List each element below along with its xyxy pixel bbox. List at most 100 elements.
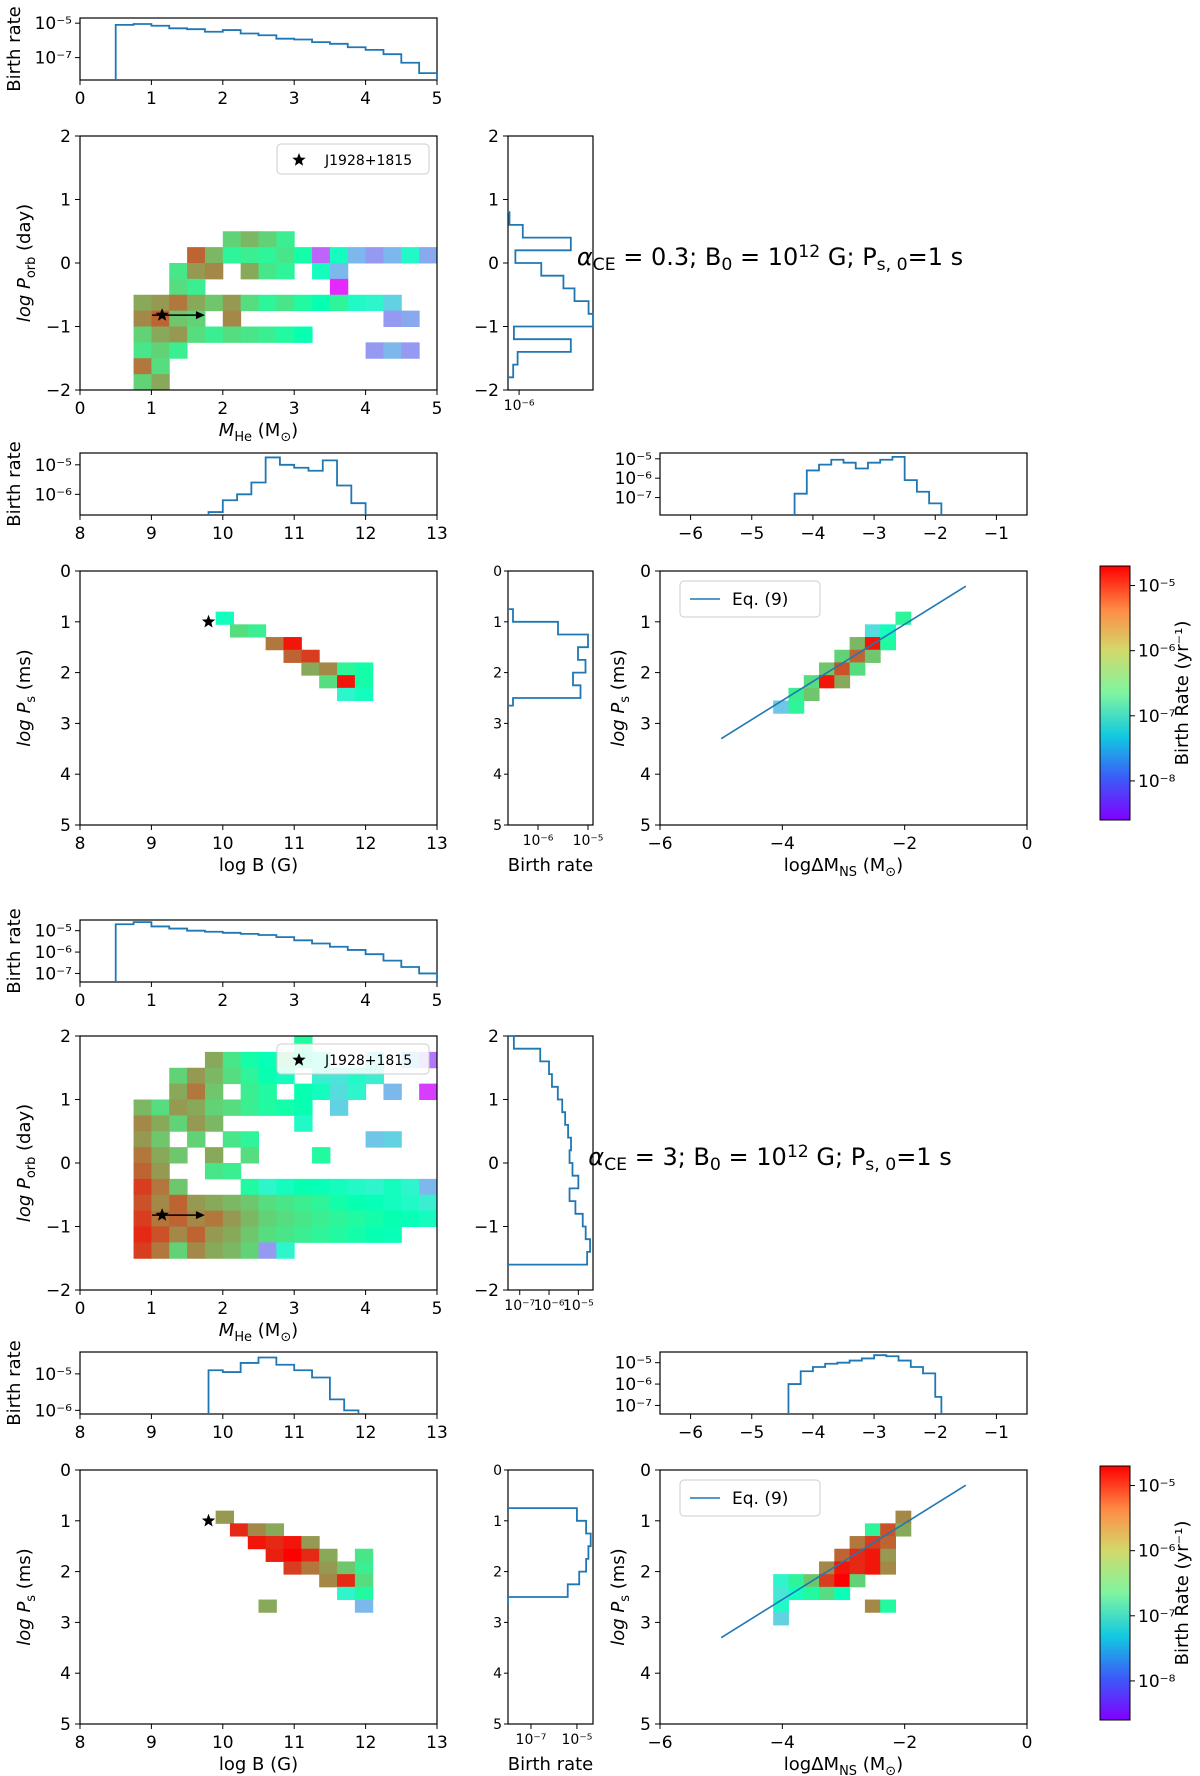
top-porb-xtick-label: 2 <box>217 399 228 419</box>
top-porb-cell <box>204 326 224 343</box>
top-psdm-ytick-label: 3 <box>640 714 651 734</box>
bottom-psb-cell <box>354 1586 374 1601</box>
bottom-porb-cell <box>187 1099 206 1116</box>
bottom-psdm-cell <box>803 1586 820 1601</box>
bottom-b-hist-ylabel: Birth rate <box>4 1340 25 1426</box>
top-dm-hist-xtick-label: −6 <box>678 524 703 544</box>
top-dm-hist-line <box>793 455 943 515</box>
bottom-porb-cell <box>329 1226 349 1243</box>
bottom-dm-hist-xtick-label: −2 <box>923 1423 948 1443</box>
bottom-psb-cell <box>247 1536 267 1550</box>
top-psb-xtick-label: 10 <box>212 834 234 854</box>
top-porb-cell <box>383 247 402 264</box>
top-psdm-ylabel: log Ps (ms) <box>608 649 633 746</box>
bottom-b-hist-xtick-label: 9 <box>146 1423 157 1443</box>
top-porb-cell <box>187 326 206 343</box>
top-ps-hist-xtick-label: 10⁻⁵ <box>573 833 604 849</box>
bottom-psdm-cell <box>819 1586 835 1601</box>
top-porb-cell <box>383 342 402 359</box>
bottom-psdm-cell <box>880 1523 896 1537</box>
bottom-porb-cell <box>133 1194 152 1212</box>
bottom-porb-cell <box>240 1226 259 1243</box>
top-porb-cell <box>329 247 349 264</box>
bottom-porb-cell <box>133 1147 152 1164</box>
top-porb-cell <box>294 247 313 264</box>
bottom-porb-cell <box>258 1099 277 1116</box>
top-porb-star <box>155 308 169 321</box>
top-psdm-cell <box>864 624 881 638</box>
top-psdm-cell <box>773 700 789 714</box>
top-porb-cell <box>133 374 152 391</box>
bottom-porb-cell <box>222 1242 242 1259</box>
bottom-psb-star <box>201 1513 216 1527</box>
bottom-porb-cell <box>347 1178 367 1196</box>
bottom-dm-hist-ytick-label: 10⁻⁶ <box>615 1375 653 1395</box>
bottom-psb-xtick-label: 9 <box>146 1733 157 1753</box>
top-porb-cell <box>169 342 188 359</box>
bottom-psdm-cell <box>773 1574 789 1588</box>
bottom-porb-cell <box>329 1099 349 1116</box>
top-porb-cell <box>222 231 242 248</box>
bottom-porb-cell <box>151 1099 170 1116</box>
bottom-annotation: αCE = 3; B0 = 1012 G; Ps, 0=1 s <box>588 1142 951 1175</box>
bottom-porb-cell <box>240 1067 259 1085</box>
bottom-porb-cell <box>204 1051 224 1069</box>
bottom-porb-cell <box>258 1226 277 1243</box>
top-dm-hist-ytick-label: 10⁻⁷ <box>615 489 653 509</box>
bottom-mhe-hist-ytick-label: 10⁻⁶ <box>35 943 73 963</box>
top-porb-cell <box>329 294 349 312</box>
top-porb-cell <box>187 294 206 312</box>
bottom-psdm-ytick-label: 4 <box>640 1664 651 1684</box>
bottom-psb-ylabel: log Ps (ms) <box>14 1548 39 1645</box>
bottom-psdm-xtick-label: 0 <box>1022 1733 1033 1753</box>
bottom-porb-cell <box>151 1115 170 1132</box>
top-porb-hist-ytick-label: 1 <box>488 191 499 211</box>
top-porb-cell <box>276 247 295 264</box>
top-porb-cell <box>187 263 206 280</box>
top-psdm-cell <box>895 611 912 625</box>
bottom-psb-cell <box>319 1561 338 1575</box>
bottom-porb-cell <box>204 1067 224 1085</box>
top-psb-cell <box>337 662 356 676</box>
bottom-mhe-hist-frame <box>79 919 438 983</box>
bottom-porb-cell <box>151 1226 170 1243</box>
bottom-psdm-cell <box>834 1574 851 1588</box>
bottom-psdm-cell <box>849 1561 866 1575</box>
top-porb-cell <box>151 374 170 391</box>
bottom-porb-ylabel: log Porb (day) <box>14 1104 39 1222</box>
bottom-porb-cell <box>383 1178 402 1196</box>
top-porb-cell <box>222 310 242 327</box>
bottom-porb-xtick-label: 2 <box>217 1299 228 1319</box>
bottom-porb-cell <box>240 1194 259 1212</box>
bottom-b-hist-xtick-label: 10 <box>212 1423 234 1443</box>
top-b-hist-line <box>207 456 367 515</box>
top-dm-hist-frame <box>659 452 1028 516</box>
top-psb-ylabel: log Ps (ms) <box>14 649 39 746</box>
bottom-porb-cell <box>151 1147 170 1164</box>
bottom-porb-cell <box>204 1099 224 1116</box>
top-psb-cell <box>337 675 356 689</box>
top-b-hist-xtick-label: 8 <box>75 524 86 544</box>
top-porb-hist-ytick-label: 2 <box>488 127 499 147</box>
bottom-psb-xlabel: log B (G) <box>219 1754 298 1775</box>
top-dm-hist-xtick-label: −4 <box>800 524 825 544</box>
bottom-ps-hist-ylabel-tick: 0 <box>493 1463 502 1479</box>
top-dm-hist-xtick-label: −3 <box>862 524 887 544</box>
top-porb-hist-ytick-label: −1 <box>474 318 499 338</box>
bottom-porb-cell <box>312 1083 331 1100</box>
bottom-dm-hist-xtick-label: −1 <box>984 1423 1009 1443</box>
bottom-porb-cell <box>222 1210 242 1227</box>
bottom-dm-hist-xtick-label: −5 <box>739 1423 764 1443</box>
top-porb-legend-star <box>292 153 306 166</box>
bottom-porb-xtick-label: 3 <box>289 1299 300 1319</box>
bottom-porb-cell <box>169 1083 188 1100</box>
top-psdm-cell <box>849 649 866 663</box>
bottom-psdm-cell <box>788 1586 805 1601</box>
bottom-porb-cell <box>169 1067 188 1085</box>
bottom-ps-hist-xtick-label: 10⁻⁵ <box>562 1732 593 1748</box>
top-psb-cell <box>301 649 320 663</box>
bottom-psb-xtick-label: 13 <box>426 1733 448 1753</box>
top-psdm-xlabel: logΔMNS (M⊙) <box>784 855 903 880</box>
bottom-psdm-cell <box>773 1586 789 1601</box>
